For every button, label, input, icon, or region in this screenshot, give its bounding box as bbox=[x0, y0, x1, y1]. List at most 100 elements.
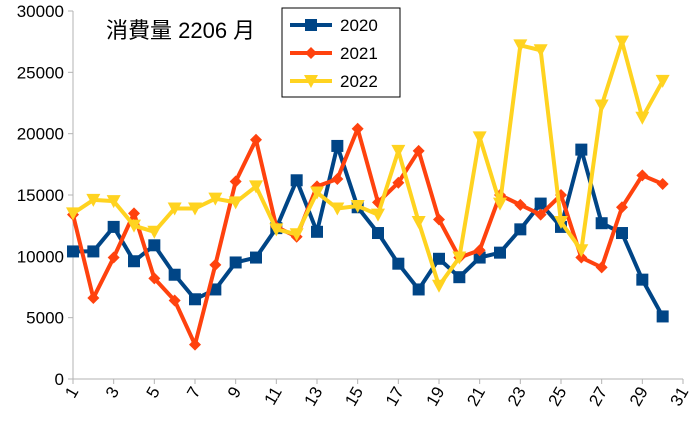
marker bbox=[331, 139, 344, 152]
marker bbox=[595, 261, 608, 274]
marker bbox=[534, 197, 547, 210]
y-tick-label: 25000 bbox=[17, 63, 64, 82]
marker bbox=[616, 227, 628, 240]
x-tick-label: 1 bbox=[61, 384, 82, 402]
marker bbox=[656, 177, 669, 190]
marker bbox=[87, 245, 100, 258]
marker bbox=[494, 246, 506, 259]
marker bbox=[351, 122, 364, 135]
x-tick-label: 3 bbox=[102, 384, 123, 402]
marker bbox=[107, 220, 120, 233]
marker bbox=[229, 175, 242, 188]
marker bbox=[168, 294, 181, 307]
marker bbox=[311, 225, 323, 238]
x-tick-label: 11 bbox=[261, 384, 286, 409]
y-tick-label: 5000 bbox=[26, 309, 64, 328]
marker bbox=[595, 217, 608, 230]
marker bbox=[168, 268, 181, 281]
marker bbox=[635, 111, 650, 125]
series-line bbox=[71, 126, 664, 347]
marker bbox=[411, 215, 426, 229]
marker bbox=[412, 283, 425, 296]
marker bbox=[290, 174, 303, 187]
marker bbox=[189, 293, 201, 306]
marker bbox=[128, 207, 140, 220]
x-tick-label: 21 bbox=[463, 384, 489, 410]
legend-label: 2020 bbox=[340, 16, 378, 35]
x-tick-label: 27 bbox=[585, 384, 611, 410]
marker bbox=[575, 251, 588, 264]
series-line bbox=[71, 39, 665, 288]
marker bbox=[289, 228, 304, 242]
marker bbox=[228, 196, 243, 210]
marker bbox=[615, 35, 629, 49]
marker bbox=[616, 201, 628, 214]
marker bbox=[330, 202, 345, 216]
marker bbox=[513, 39, 528, 53]
marker bbox=[392, 176, 405, 189]
marker bbox=[304, 75, 318, 88]
marker bbox=[107, 251, 120, 264]
marker bbox=[250, 251, 262, 264]
marker bbox=[433, 213, 445, 226]
marker bbox=[452, 251, 467, 265]
marker bbox=[574, 244, 589, 258]
y-tick-label: 20000 bbox=[17, 125, 64, 144]
marker bbox=[310, 186, 324, 200]
marker bbox=[305, 19, 317, 31]
marker bbox=[391, 144, 406, 158]
marker bbox=[636, 273, 649, 286]
x-tick-label: 13 bbox=[301, 384, 327, 410]
marker bbox=[66, 207, 80, 221]
marker bbox=[594, 99, 609, 113]
marker bbox=[209, 283, 222, 296]
marker bbox=[473, 251, 486, 264]
marker bbox=[554, 215, 568, 229]
marker bbox=[209, 258, 222, 271]
x-tick-label: 19 bbox=[423, 384, 449, 410]
marker bbox=[208, 192, 223, 206]
marker bbox=[575, 143, 588, 156]
marker bbox=[514, 198, 527, 211]
x-tick-label: 17 bbox=[382, 384, 408, 410]
y-tick-label: 0 bbox=[55, 370, 64, 389]
marker bbox=[67, 245, 79, 258]
marker bbox=[188, 202, 202, 216]
marker bbox=[514, 223, 527, 236]
marker bbox=[147, 225, 162, 239]
marker bbox=[269, 223, 284, 237]
marker bbox=[636, 169, 649, 182]
x-tick-label: 23 bbox=[504, 384, 530, 410]
marker bbox=[350, 200, 365, 214]
marker bbox=[493, 197, 507, 211]
marker bbox=[372, 227, 384, 240]
marker bbox=[189, 338, 201, 351]
marker bbox=[87, 292, 100, 305]
legend-label: 2021 bbox=[340, 44, 378, 63]
marker bbox=[250, 133, 262, 146]
x-tick-label: 25 bbox=[545, 384, 571, 410]
marker bbox=[148, 239, 161, 252]
x-tick-label: 29 bbox=[626, 384, 652, 410]
marker bbox=[128, 255, 140, 268]
y-tick-label: 10000 bbox=[17, 247, 64, 266]
marker bbox=[86, 193, 101, 207]
marker bbox=[148, 272, 161, 285]
marker bbox=[331, 173, 344, 186]
marker bbox=[392, 257, 405, 270]
marker bbox=[473, 244, 486, 257]
marker bbox=[412, 144, 425, 157]
marker bbox=[432, 279, 446, 293]
x-tick-label: 7 bbox=[183, 384, 204, 402]
marker bbox=[249, 180, 263, 194]
marker bbox=[533, 44, 548, 58]
y-tick-label: 30000 bbox=[17, 2, 64, 21]
marker bbox=[305, 47, 317, 59]
marker bbox=[655, 74, 670, 88]
marker bbox=[656, 310, 669, 323]
y-tick-label: 15000 bbox=[17, 186, 64, 205]
x-tick-label: 31 bbox=[667, 384, 693, 410]
marker bbox=[106, 195, 121, 209]
marker bbox=[167, 202, 182, 216]
